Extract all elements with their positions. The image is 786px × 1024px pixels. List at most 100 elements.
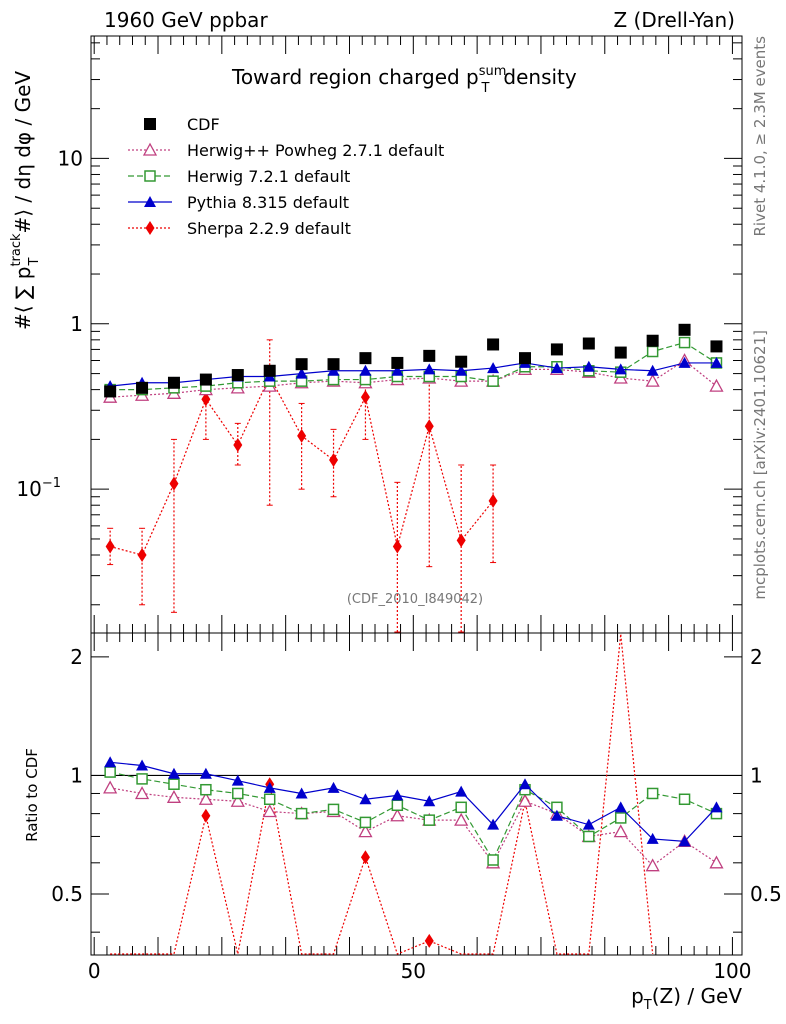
main-point bbox=[646, 345, 659, 358]
ratio-point bbox=[517, 793, 533, 807]
main-point bbox=[327, 373, 340, 386]
main-point bbox=[327, 358, 340, 371]
main-point bbox=[487, 362, 500, 374]
main-point bbox=[678, 336, 691, 349]
main-point bbox=[359, 373, 372, 386]
main-point bbox=[614, 363, 627, 375]
main-series bbox=[103, 323, 724, 633]
main-point bbox=[678, 323, 691, 336]
main-axes: 10 1 10−1 bbox=[16, 36, 742, 633]
ratio-point bbox=[646, 787, 659, 800]
analysis-tag: (CDF_2010_I849042) bbox=[347, 592, 483, 607]
ratio-xtick-label: 50 bbox=[401, 959, 426, 983]
ratio-series-line bbox=[110, 633, 654, 955]
ratio-ytick-label: 0.5 bbox=[51, 882, 83, 906]
main-point bbox=[455, 355, 468, 368]
main-point bbox=[392, 539, 402, 554]
ratio-ytick-label: 1 bbox=[70, 763, 83, 787]
ratio-series-line bbox=[110, 787, 717, 867]
main-point bbox=[297, 428, 307, 443]
legend-label: Sherpa 2.2.9 default bbox=[187, 219, 351, 238]
main-point bbox=[550, 362, 563, 374]
main-point bbox=[488, 493, 498, 508]
legend-marker bbox=[145, 221, 155, 235]
main-point bbox=[614, 346, 627, 359]
main-point bbox=[487, 375, 499, 387]
ratio-point bbox=[231, 774, 244, 786]
main-point bbox=[456, 533, 466, 548]
main-ytick-label: 1 bbox=[70, 312, 83, 336]
side-rivet: Rivet 4.1.0, ≥ 2.3M events bbox=[751, 36, 769, 237]
legend-label: Pythia 8.315 default bbox=[187, 193, 349, 212]
legend-marker bbox=[144, 170, 156, 182]
ratio-point bbox=[455, 801, 467, 814]
main-point bbox=[359, 352, 372, 365]
ratio-point bbox=[199, 767, 212, 779]
x-axis-label: pT(Z) / GeV bbox=[631, 984, 742, 1013]
ratio-point bbox=[678, 835, 691, 847]
main-point bbox=[199, 373, 212, 386]
ratio-point bbox=[582, 818, 595, 830]
ratio-series bbox=[103, 633, 724, 955]
main-point bbox=[710, 340, 723, 353]
ratio-point bbox=[359, 816, 372, 829]
ratio-point bbox=[230, 793, 245, 807]
ratio-point bbox=[327, 803, 340, 816]
main-point bbox=[136, 381, 149, 394]
ratio-point bbox=[136, 759, 149, 771]
main-point bbox=[391, 364, 404, 376]
main-point bbox=[582, 337, 595, 350]
ratio-point bbox=[646, 832, 659, 844]
main-point bbox=[104, 385, 117, 398]
ratio-point bbox=[200, 783, 212, 796]
main-point bbox=[646, 334, 659, 347]
ratio-axes: 0 50 100 0.5 0.5 1 1 2 2 bbox=[51, 633, 782, 983]
ratio-ytick-label: 0.5 bbox=[750, 882, 782, 906]
ratio-point bbox=[263, 793, 276, 806]
ratio-point bbox=[455, 785, 468, 797]
legend-marker bbox=[142, 142, 158, 156]
ratio-point bbox=[359, 793, 372, 805]
ratio-point bbox=[295, 807, 308, 820]
header-left: 1960 GeV ppbar bbox=[104, 8, 268, 32]
ratio-point bbox=[583, 830, 595, 843]
ratio-frame bbox=[90, 632, 743, 956]
main-point bbox=[231, 369, 244, 382]
ratio-ylabel: Ratio to CDF bbox=[23, 748, 41, 842]
ratio-xtick-label: 100 bbox=[713, 959, 751, 983]
main-point bbox=[645, 373, 660, 387]
main-point bbox=[263, 364, 276, 377]
main-point bbox=[678, 356, 691, 368]
main-point bbox=[710, 356, 723, 368]
ratio-point bbox=[198, 791, 213, 805]
ratio-point bbox=[424, 933, 434, 948]
main-point bbox=[105, 539, 115, 554]
ratio-ytick-label: 2 bbox=[750, 645, 763, 669]
ratio-point bbox=[487, 818, 500, 830]
ratio-point bbox=[295, 787, 308, 799]
ratio-point bbox=[136, 773, 148, 785]
main-point bbox=[519, 352, 531, 365]
main-point bbox=[709, 378, 724, 392]
ratio-point bbox=[262, 804, 277, 818]
main-ytick-label: 10 bbox=[58, 146, 83, 170]
main-point bbox=[646, 364, 659, 376]
ratio-point bbox=[263, 781, 276, 793]
ratio-point bbox=[710, 801, 723, 813]
main-point bbox=[137, 547, 147, 562]
ratio-point bbox=[358, 824, 373, 838]
legend-marker bbox=[144, 196, 156, 207]
ratio-point bbox=[614, 801, 627, 813]
legend-label: CDF bbox=[187, 115, 220, 134]
ratio-point bbox=[613, 824, 628, 838]
main-point bbox=[295, 358, 308, 371]
ratio-point bbox=[104, 766, 116, 778]
main-ylabel: #⟨ ∑ ptrack T#⟩ / dη dφ / GeV bbox=[9, 71, 42, 330]
main-point bbox=[487, 338, 500, 351]
header-right: Z (Drell-Yan) bbox=[613, 8, 735, 32]
ratio-point bbox=[327, 781, 340, 793]
ratio-point bbox=[645, 858, 660, 872]
main-point bbox=[167, 376, 180, 389]
side-mcplots: mcplots.cern.ch [arXiv:2401.10621] bbox=[751, 330, 769, 600]
